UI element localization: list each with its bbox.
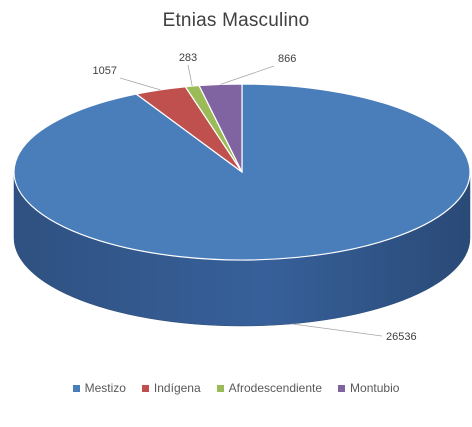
legend-label-indigena: Indígena [153, 381, 201, 395]
chart-title: Etnias Masculino [162, 10, 310, 31]
legend-swatch-indigena [141, 384, 149, 392]
data-label-indigena: 1057 [93, 65, 117, 77]
leader-line-indigena [119, 77, 161, 91]
leader-line-afrodescendiente [187, 64, 193, 87]
data-label-mestizo: 26536 [386, 331, 417, 343]
legend-item-montubio: Montubio [338, 381, 399, 395]
legend-label-afrodescendiente: Afrodescendiente [228, 381, 323, 395]
data-label-afrodescendiente: 283 [179, 52, 197, 64]
legend-label-montubio: Montubio [350, 381, 400, 395]
legend-item-afrodescendiente: Afrodescendiente [216, 381, 323, 395]
legend-label-mestizo: Mestizo [84, 381, 126, 395]
legend: Mestizo Indígena Afrodescendiente Montubio [0, 381, 472, 395]
legend-item-mestizo: Mestizo [72, 381, 126, 395]
legend-item-indigena: Indígena [141, 381, 201, 395]
legend-swatch-afrodescendiente [216, 384, 224, 392]
legend-swatch-montubio [338, 384, 346, 392]
leader-line-montubio [220, 65, 275, 85]
legend-swatch-mestizo [72, 384, 80, 392]
slice-montubio [198, 83, 243, 173]
data-label-montubio: 866 [278, 53, 296, 65]
leader-line-mestizo [291, 323, 383, 337]
